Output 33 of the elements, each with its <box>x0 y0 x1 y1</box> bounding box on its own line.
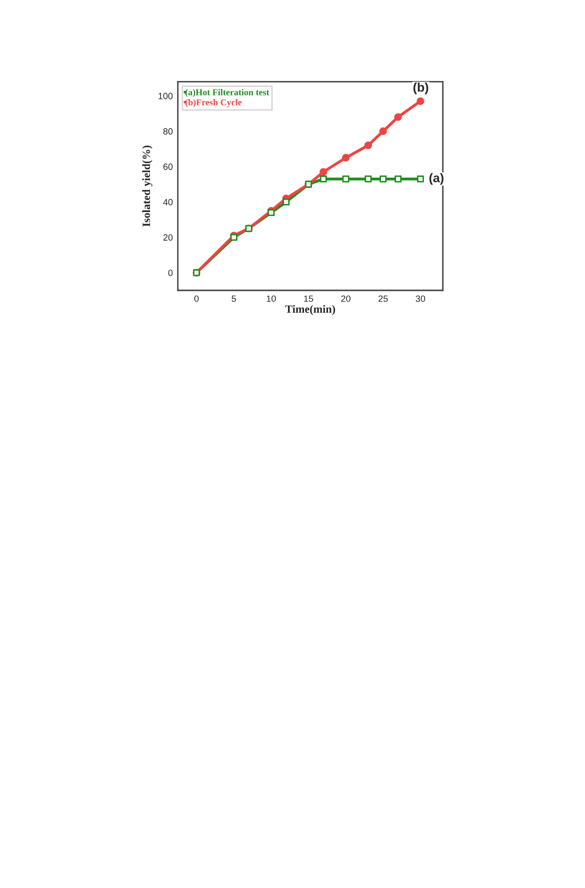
y-axis-title: Isolated yield(%) <box>142 146 152 227</box>
point <box>268 209 275 216</box>
x-tick-label: 30 <box>416 295 426 302</box>
y-tick-label: 0 <box>168 270 173 276</box>
y-tick-label: 100 <box>158 92 173 100</box>
annotation: (a) <box>429 173 444 185</box>
point <box>416 175 424 182</box>
point <box>416 97 424 105</box>
point <box>364 175 372 182</box>
point <box>320 175 327 182</box>
x-tick-label: 20 <box>341 295 350 302</box>
x-tick-label: 25 <box>378 295 388 302</box>
x-tick-label: 0 <box>194 295 199 302</box>
x-tick-label: 10 <box>266 295 276 302</box>
point <box>282 198 290 206</box>
point <box>364 142 372 150</box>
y-tick-label: 40 <box>163 198 173 206</box>
point <box>342 175 350 182</box>
point <box>394 113 402 121</box>
y-tick-label: 20 <box>163 234 173 241</box>
x-axis-title: Time(min) <box>285 305 336 316</box>
point <box>394 175 402 182</box>
x-tick-label: 5 <box>232 296 236 302</box>
legend-label: (a)Hot Filteration test <box>185 88 270 98</box>
point <box>379 127 387 136</box>
y-tick-label: 60 <box>163 164 173 170</box>
y-tick-label: 80 <box>163 128 173 135</box>
legend-label: (b)Fresh Cycle <box>185 99 242 108</box>
point <box>320 168 328 176</box>
point <box>380 175 387 182</box>
x-tick-label: 15 <box>304 296 314 302</box>
point <box>342 154 350 162</box>
annotation: (b) <box>413 82 428 94</box>
